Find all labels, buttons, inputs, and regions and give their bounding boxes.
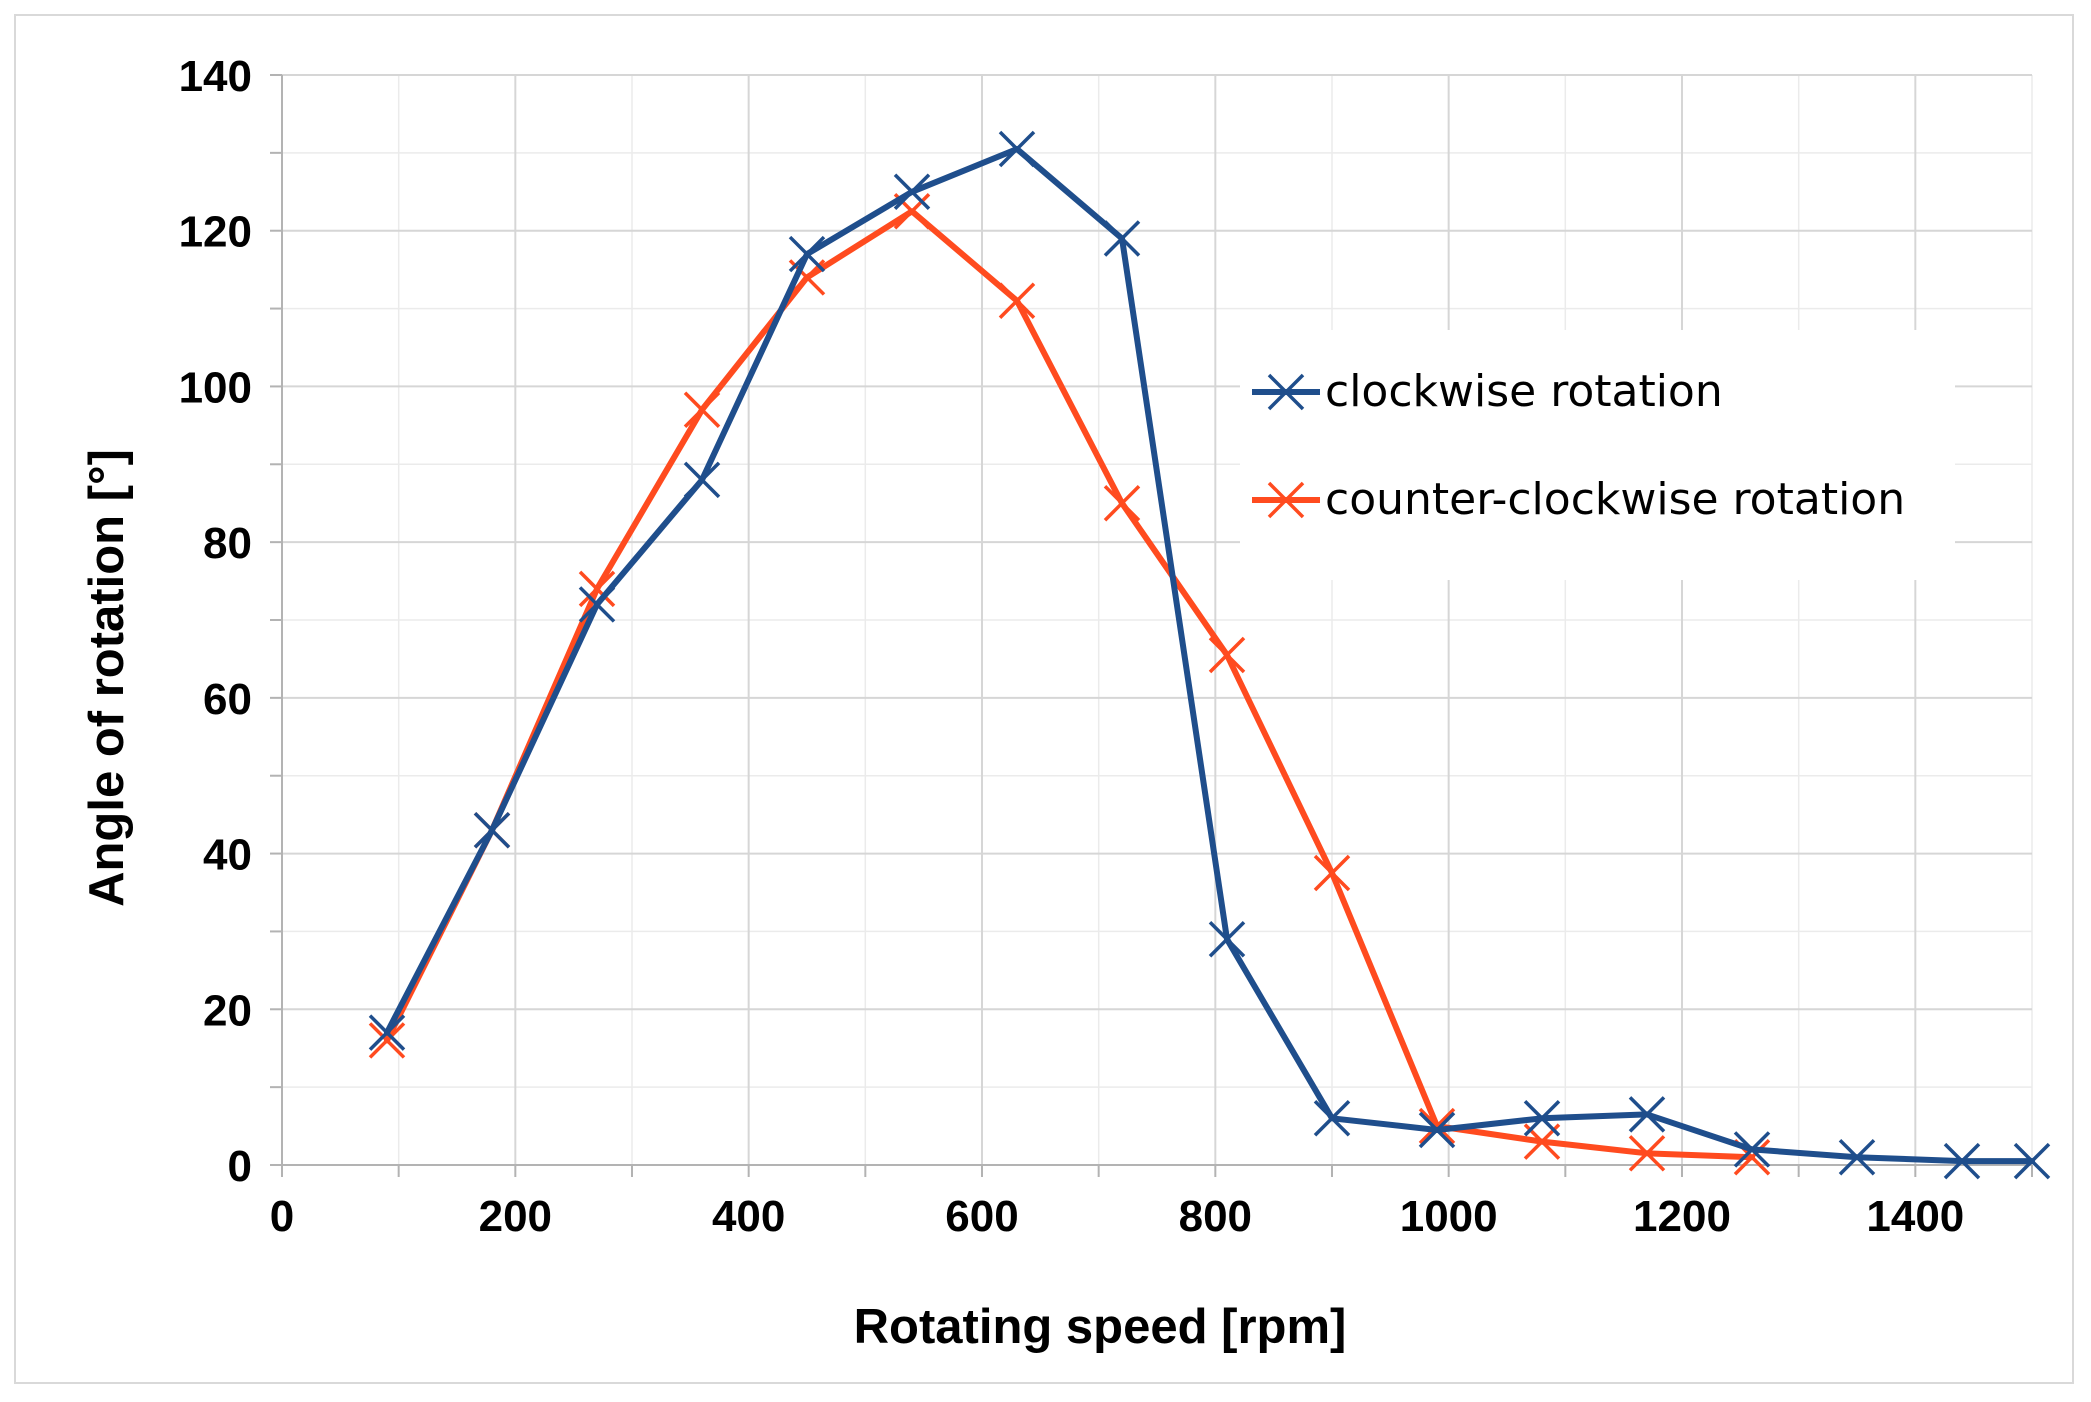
- data-point-counter-clockwise-rotation: [578, 570, 616, 608]
- data-point-clockwise-rotation: [1418, 1111, 1456, 1149]
- x-tick-label: 0: [270, 1192, 294, 1241]
- marker-stroke: [683, 391, 721, 429]
- marker-stroke: [578, 570, 616, 608]
- marker-stroke: [368, 1014, 406, 1051]
- marker-stroke: [683, 461, 721, 499]
- legend-label-counter-clockwise: counter-clockwise rotation: [1325, 474, 1905, 525]
- legend-entry-clockwise: clockwise rotation: [1252, 366, 1723, 417]
- legend-marker-clockwise: [1267, 373, 1305, 411]
- marker-stroke: [1267, 481, 1305, 519]
- data-point-clockwise-rotation: [1103, 220, 1141, 257]
- minor-gridlines: [282, 75, 2033, 1165]
- x-tick-label: 400: [712, 1192, 785, 1241]
- data-point-clockwise-rotation: [1523, 1100, 1561, 1137]
- marker-stroke: [1103, 484, 1141, 522]
- marker-stroke: [2013, 1142, 2051, 1180]
- legend-x-marker: [1267, 373, 1305, 411]
- marker-stroke: [998, 130, 1036, 168]
- data-point-counter-clockwise-rotation: [368, 1022, 406, 1059]
- data-point-clockwise-rotation: [1313, 1100, 1351, 1137]
- marker-stroke: [1523, 1100, 1561, 1137]
- marker-stroke: [1418, 1111, 1456, 1149]
- x-tick-label: 1400: [1866, 1192, 1964, 1241]
- y-axis-title: Angle of rotation [°]: [80, 449, 134, 907]
- marker-stroke: [473, 811, 511, 849]
- legend-entry-counter-clockwise: counter-clockwise rotation: [1252, 474, 1905, 525]
- marker-stroke: [1943, 1142, 1981, 1180]
- data-point-clockwise-rotation: [998, 130, 1036, 168]
- x-axis-title: Rotating speed [rpm]: [854, 1300, 1347, 1354]
- y-tick-label: 40: [203, 831, 252, 880]
- marker-stroke: [1208, 920, 1246, 958]
- data-point-counter-clockwise-rotation: [998, 282, 1036, 320]
- marker-stroke: [788, 235, 826, 273]
- marker-stroke: [578, 586, 616, 623]
- marker-stroke: [893, 173, 931, 211]
- data-point-counter-clockwise-rotation: [1103, 484, 1141, 522]
- y-tick-label: 80: [203, 519, 252, 568]
- data-point-counter-clockwise-rotation: [1208, 636, 1246, 674]
- marker-stroke: [1838, 1138, 1876, 1176]
- x-tick-label: 600: [945, 1192, 1018, 1241]
- data-point-counter-clockwise-rotation: [1313, 854, 1351, 892]
- marker-stroke: [1628, 1135, 1666, 1172]
- legend-label-clockwise: clockwise rotation: [1325, 366, 1723, 417]
- data-point-clockwise-rotation: [1943, 1142, 1981, 1180]
- series-counter-clockwise-rotation: [368, 193, 1771, 1176]
- legend-marker-counter-clockwise: [1267, 481, 1305, 519]
- marker-stroke: [998, 282, 1036, 320]
- x-tick-label: 1200: [1633, 1192, 1731, 1241]
- series-layer: [368, 130, 2051, 1180]
- y-tick-label: 60: [203, 675, 252, 724]
- data-point-clockwise-rotation: [1208, 920, 1246, 958]
- data-point-clockwise-rotation: [368, 1014, 406, 1051]
- marker-stroke: [1733, 1131, 1771, 1168]
- data-point-clockwise-rotation: [788, 235, 826, 273]
- y-tick-label: 0: [228, 1142, 252, 1191]
- series-clockwise-rotation: [368, 130, 2051, 1180]
- marker-stroke: [1208, 636, 1246, 674]
- marker-stroke: [368, 1022, 406, 1059]
- x-axis-ticks: 0 200 400 600 800 1000 1200 1400: [270, 1165, 2033, 1241]
- y-axis-ticks: 0 20 40 60 80 100 120 140: [179, 52, 282, 1191]
- y-tick-label: 20: [203, 986, 252, 1035]
- y-tick-label: 100: [179, 363, 252, 412]
- series-line-counter-clockwise-rotation: [384, 208, 1755, 1161]
- legend-background: [1240, 330, 1955, 580]
- marker-stroke: [893, 193, 931, 230]
- x-tick-label: 1000: [1400, 1192, 1498, 1241]
- data-point-clockwise-rotation: [473, 811, 511, 849]
- data-point-counter-clockwise-rotation: [683, 391, 721, 429]
- y-tick-label: 140: [179, 52, 252, 101]
- data-point-clockwise-rotation: [1628, 1096, 1666, 1133]
- legend-x-marker: [1267, 481, 1305, 519]
- data-point-counter-clockwise-rotation: [1418, 1107, 1456, 1145]
- marker-stroke: [1267, 373, 1305, 411]
- data-point-clockwise-rotation: [2013, 1142, 2051, 1180]
- marker-stroke: [1628, 1096, 1666, 1133]
- data-point-clockwise-rotation: [893, 173, 931, 211]
- marker-stroke: [1313, 854, 1351, 892]
- marker-stroke: [1103, 220, 1141, 257]
- data-point-clockwise-rotation: [1838, 1138, 1876, 1176]
- marker-stroke: [1418, 1107, 1456, 1145]
- data-point-clockwise-rotation: [683, 461, 721, 499]
- data-point-clockwise-rotation: [1733, 1131, 1771, 1168]
- major-gridlines: [281, 74, 2032, 1166]
- marker-stroke: [1733, 1138, 1771, 1176]
- legend: clockwise rotation counter-clockwise rot…: [1240, 330, 1955, 580]
- x-tick-label: 200: [479, 1192, 552, 1241]
- x-tick-label: 800: [1179, 1192, 1252, 1241]
- data-point-clockwise-rotation: [578, 586, 616, 623]
- marker-stroke: [1313, 1100, 1351, 1137]
- y-tick-label: 120: [179, 208, 252, 257]
- data-point-counter-clockwise-rotation: [1628, 1135, 1666, 1172]
